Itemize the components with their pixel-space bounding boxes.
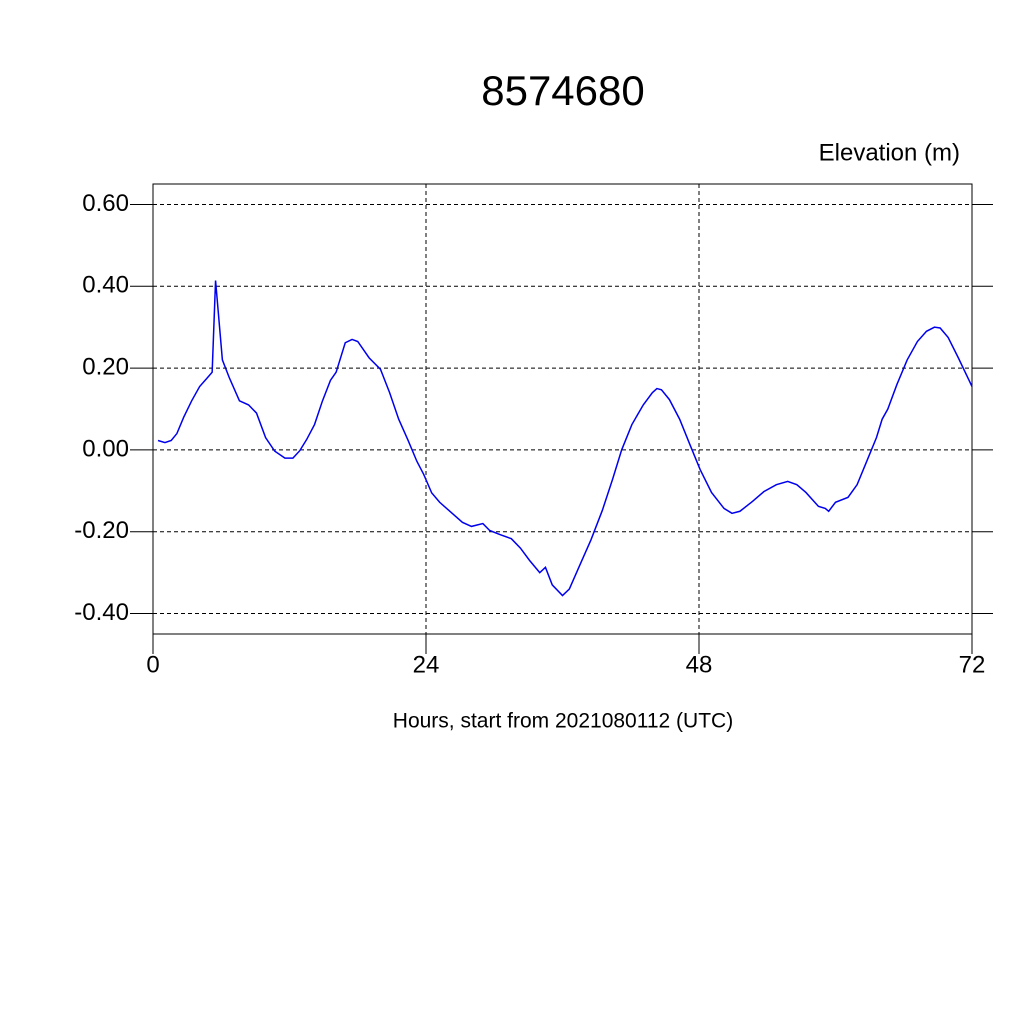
x-tick-label: 48 — [686, 651, 713, 678]
plot-frame — [152, 183, 973, 635]
x-tick-label: 0 — [146, 651, 159, 678]
y-tick-label: 0.60 — [82, 190, 129, 217]
y-tick-label: 0.40 — [82, 272, 129, 299]
y-tick-label: -0.20 — [74, 517, 129, 544]
x-axis-label: Hours, start from 2021080112 (UTC) — [393, 710, 733, 733]
y-tick-label: -0.40 — [74, 599, 129, 626]
x-tick-label: 72 — [959, 651, 986, 678]
subtitle: Elevation (m) — [819, 139, 960, 166]
x-tick-label: 24 — [413, 651, 440, 678]
chart-title: 8574680 — [481, 67, 645, 114]
y-tick-label: 0.20 — [82, 353, 129, 380]
y-tick-label: 0.00 — [82, 435, 129, 462]
data-line — [157, 280, 973, 597]
